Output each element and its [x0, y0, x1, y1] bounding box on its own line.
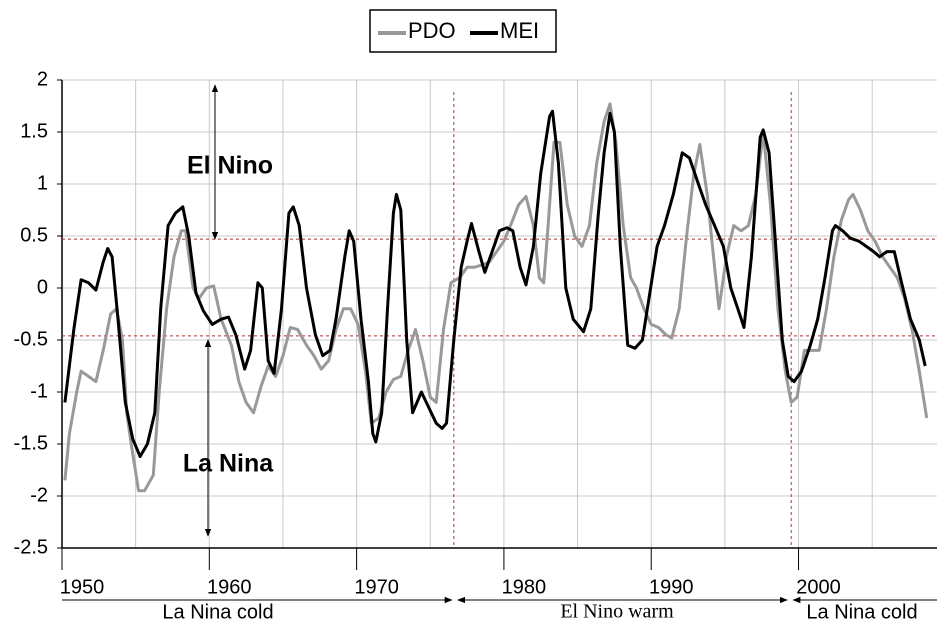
y-tick-label: 0.5	[20, 224, 48, 246]
x-tick-label: 1950	[60, 576, 105, 598]
x-tick-label: 1970	[354, 576, 399, 598]
y-tick-label: -1.5	[14, 432, 48, 454]
legend-label: MEI	[500, 18, 539, 43]
y-tick-label: -1	[30, 380, 48, 402]
annotation: La Nina cold	[162, 601, 273, 623]
x-tick-label: 1980	[502, 576, 547, 598]
y-tick-label: 1.5	[20, 120, 48, 142]
x-tick-label: 1960	[207, 576, 252, 598]
y-tick-label: 1	[37, 172, 48, 194]
annotation: El Nino warm	[560, 601, 674, 623]
y-tick-label: -2	[30, 484, 48, 506]
y-tick-label: -2.5	[14, 536, 48, 558]
y-tick-label: 2	[37, 68, 48, 90]
legend-label: PDO	[408, 18, 456, 43]
legend: PDO MEI	[378, 18, 539, 43]
series-line	[63, 109, 927, 458]
annotation: El Nino	[187, 152, 273, 180]
y-tick-label: -0.5	[14, 328, 48, 350]
annotation: La Nina	[183, 450, 274, 478]
y-tick-label: 0	[37, 276, 48, 298]
grid: -2.5 -2 -1.5 -1 -0.5 0 0.5 1 1.5 2 1950 1960 1970 198…	[14, 68, 937, 598]
plot	[63, 102, 929, 493]
x-tick-label: 2000	[796, 576, 841, 598]
x-tick-label: 1990	[649, 576, 694, 598]
annotation: La Nina cold	[806, 601, 917, 623]
